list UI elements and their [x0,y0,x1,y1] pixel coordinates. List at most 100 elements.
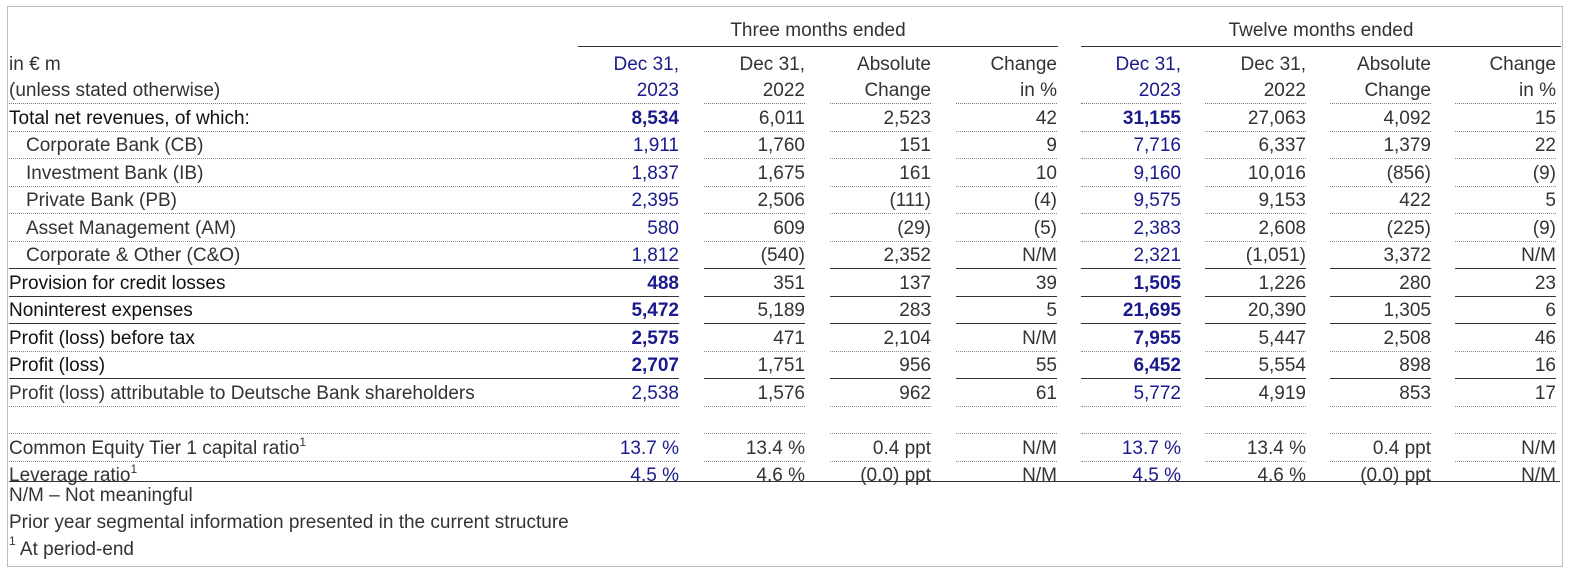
cell-value: (540) [704,241,805,269]
group-header-twelve-months-label: Twelve months ended [1228,20,1414,41]
cell-value: 2,506 [704,186,805,214]
group-header-three-months: Three months ended [578,17,1058,47]
cell-value: 61 [956,378,1057,407]
cell-value: 2,383 [1081,213,1181,242]
cell-value: 488 [578,268,679,297]
table-row: Profit (loss) attributable to Deutsche B… [9,378,1560,407]
cell-value: 853 [1330,378,1431,407]
cell-value: 9,153 [1205,186,1306,214]
cell-value: 2,575 [578,323,679,352]
cell-value: 31,155 [1081,103,1181,132]
col-subheader-fy-pct: in % [1455,76,1556,104]
cell-value: 1,760 [704,131,805,159]
row-label: Profit (loss) before tax [9,323,578,352]
row-label: Asset Management (AM) [9,213,578,242]
cell-value: 0.4 ppt [1330,433,1431,462]
cell-value: 1,226 [1205,268,1306,297]
cell-value: 13.4 % [704,433,805,462]
row-label-text: Leverage ratio [9,465,131,486]
col-subheader-fy-2023: 2023 [1081,76,1181,104]
cell-value: (111) [830,186,931,214]
cell-value: 46 [1455,323,1556,352]
table-frame [7,6,1563,567]
cell-value: 5,472 [578,296,679,324]
cell-value: 8,534 [578,103,679,132]
col-header-fy-2022: Dec 31, [1240,53,1306,75]
row-label: Corporate & Other (C&O) [9,241,578,269]
header-row-1: in € m Dec 31, Dec 31, Absolute Change D… [9,50,1560,77]
col-header-q-abs: Absolute [857,53,931,75]
cell-value: (29) [830,213,931,242]
cell-value: N/M [1521,465,1556,486]
cell-value: 2,352 [830,241,931,269]
table-row: Profit (loss) 2,707 1,751 956 55 6,452 5… [9,351,1560,379]
table-row: Noninterest expenses 5,472 5,189 283 5 2… [9,296,1560,324]
cell-value: 1,379 [1330,131,1431,159]
header-row-2: (unless stated otherwise) 2023 2022 Chan… [9,76,1560,104]
cell-value: 9,575 [1081,186,1181,214]
table-row: Corporate & Other (C&O) 1,812 (540) 2,35… [9,241,1560,269]
cell-value: (9) [1455,158,1556,187]
cell-value: 23 [1455,268,1556,297]
cell-value: (0.0) ppt [1360,465,1431,486]
row-label: Common Equity Tier 1 capital ratio1 [9,433,578,462]
cell-value: N/M [1455,241,1556,269]
table-notes: N/M – Not meaningful Prior year segmenta… [9,481,1560,563]
cell-value: 1,576 [704,378,805,407]
cell-value: 10 [956,158,1057,187]
cell-value: 7,955 [1081,323,1181,352]
cell-value: 4.5 % [630,465,679,486]
cell-value: (9) [1455,213,1556,242]
table-row: Common Equity Tier 1 capital ratio1 13.7… [9,433,1560,462]
row-label: Provision for credit losses [9,268,578,297]
cell-value: 5,772 [1081,378,1181,407]
cell-value: 4.6 % [1257,465,1306,486]
group-header-twelve-months: Twelve months ended [1081,17,1561,47]
cell-value: 20,390 [1205,296,1306,324]
cell-value: 13.7 % [578,433,679,462]
cell-value: 1,305 [1330,296,1431,324]
cell-value: 2,608 [1205,213,1306,242]
table-row: Corporate Bank (CB) 1,911 1,760 151 9 7,… [9,131,1560,159]
footnote-marker: 1 [9,534,16,548]
table-row: Total net revenues, of which: 8,534 6,01… [9,103,1560,132]
col-subheader-fy-2022: 2022 [1205,76,1306,104]
cell-value: 5 [1455,186,1556,214]
cell-value: 422 [1330,186,1431,214]
cell-value: (0.0) ppt [860,465,931,486]
group-underline [1081,46,1561,47]
cell-value: 9 [956,131,1057,159]
cell-value: 3,372 [1330,241,1431,269]
cell-value: 6,452 [1081,351,1181,379]
col-subheader-q-2022: 2022 [704,76,805,104]
cell-value: 27,063 [1205,103,1306,132]
cell-value: 956 [830,351,931,379]
cell-value: (4) [956,186,1057,214]
cell-value: 1,505 [1081,268,1181,297]
cell-value: 4.5 % [1132,465,1181,486]
row-label: Private Bank (PB) [9,186,578,214]
cell-value: N/M [956,433,1057,462]
cell-value: 15 [1455,103,1556,132]
row-label: Profit (loss) attributable to Deutsche B… [9,378,578,407]
table-row: Leverage ratio1 4.5 % 4.6 % (0.0) ppt N/… [9,461,1560,488]
cell-value: 4.6 % [756,465,805,486]
col-header-q-2023: Dec 31, [613,53,679,75]
col-header-q-pct: Change [990,53,1057,75]
cell-value: 5,554 [1205,351,1306,379]
unit-label: in € m [9,53,61,75]
cell-value: 1,837 [578,158,679,187]
cell-value: 0.4 ppt [830,433,931,462]
col-header-q-2022: Dec 31, [739,53,805,75]
table-row: Private Bank (PB) 2,395 2,506 (111) (4) … [9,186,1560,214]
group-header-three-months-label: Three months ended [730,20,906,41]
footnote-text: At period-end [15,539,134,560]
cell-value: 1,911 [578,131,679,159]
note-not-meaningful: N/M – Not meaningful [9,485,193,506]
cell-value: 2,707 [578,351,679,379]
row-label: Leverage ratio1 [9,461,578,488]
cell-value: 280 [1330,268,1431,297]
col-subheader-q-pct: in % [956,76,1057,104]
cell-value: 2,395 [578,186,679,214]
cell-value: 4,919 [1205,378,1306,407]
